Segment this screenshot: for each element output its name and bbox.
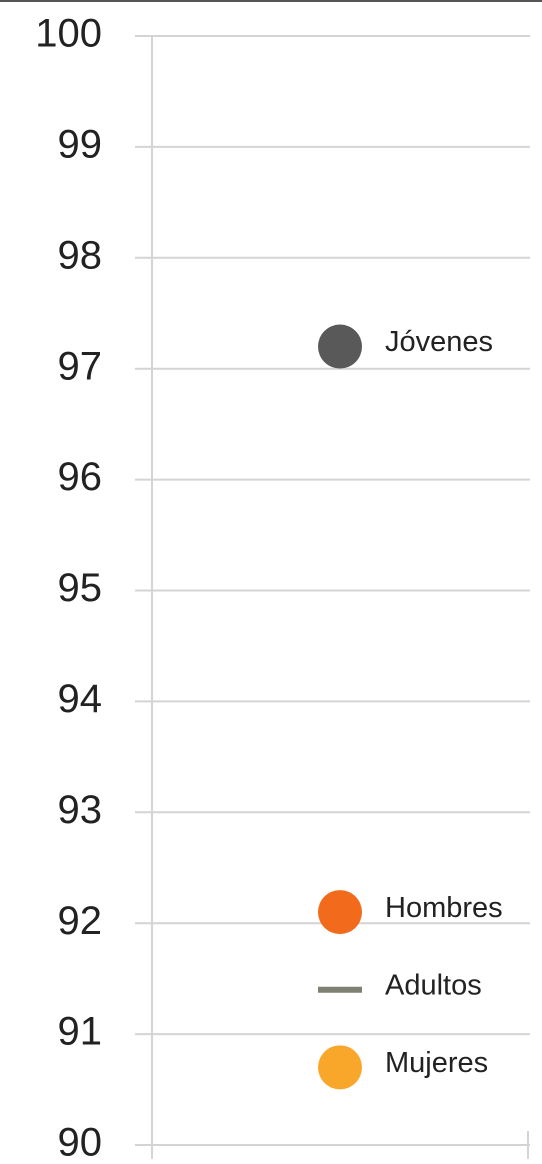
y-tick-label: 92 xyxy=(58,899,103,943)
y-tick-label: 91 xyxy=(58,1010,103,1054)
series-label: Jóvenes xyxy=(385,326,493,358)
series-label: Hombres xyxy=(385,892,503,924)
series-label: Mujeres xyxy=(385,1047,488,1079)
y-tick-label: 94 xyxy=(58,677,103,721)
series-label: Adultos xyxy=(385,969,482,1001)
y-tick-label: 95 xyxy=(58,566,103,610)
y-tick-label: 90 xyxy=(58,1121,103,1164)
point xyxy=(318,890,362,935)
point xyxy=(318,1045,362,1090)
y-tick-label: 93 xyxy=(58,788,103,832)
point xyxy=(318,324,362,369)
y-tick-label: 98 xyxy=(58,233,103,277)
y-tick-label: 97 xyxy=(58,344,103,388)
y-tick-label: 99 xyxy=(58,122,103,166)
y-tick-label: 96 xyxy=(58,455,103,499)
y-tick-label: 100 xyxy=(35,12,102,56)
